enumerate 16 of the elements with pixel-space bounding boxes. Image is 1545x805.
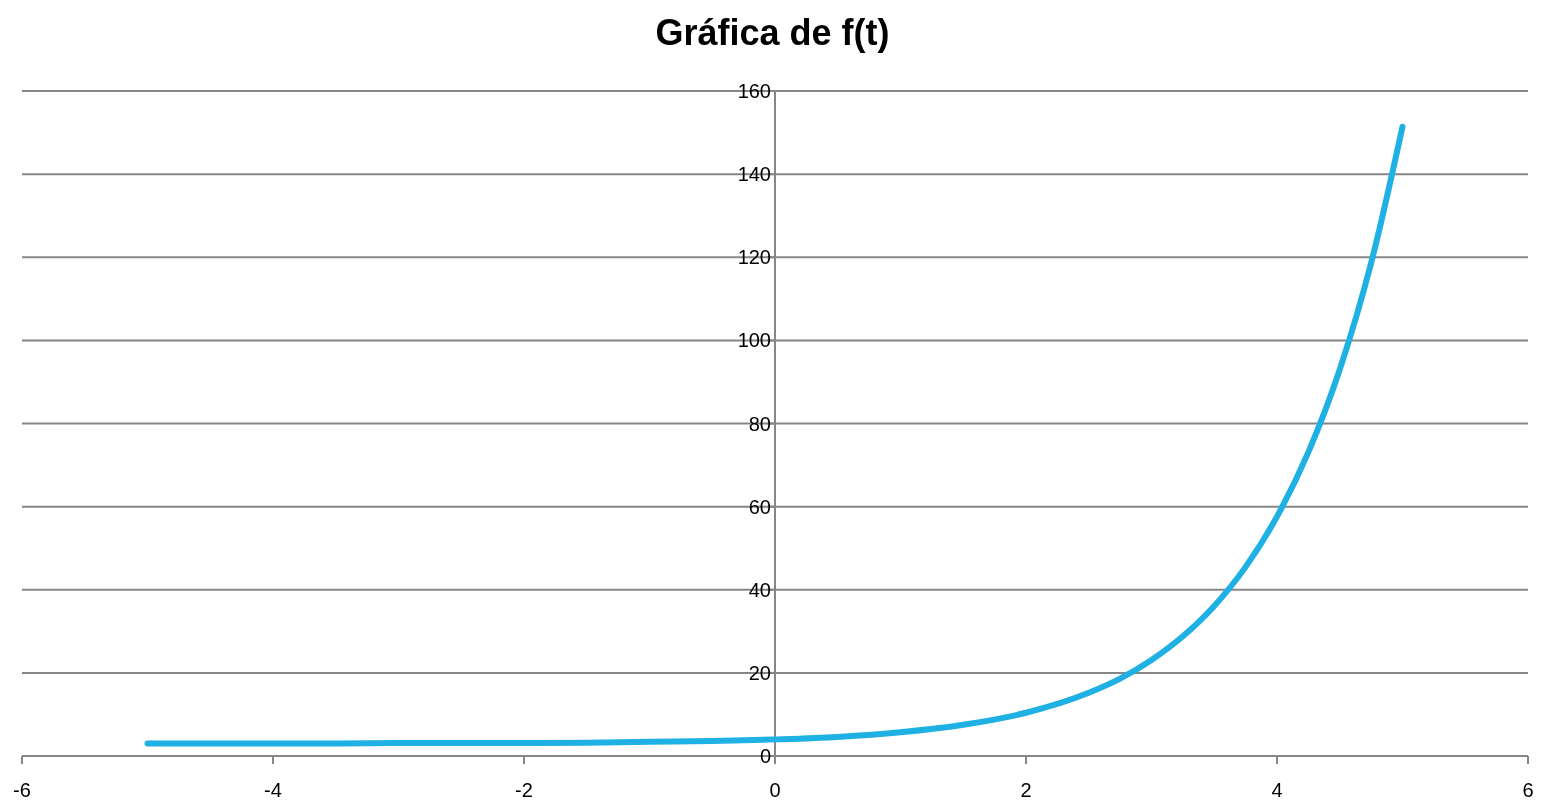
y-tick-label: 160 bbox=[737, 80, 771, 102]
y-tick-label: 0 bbox=[759, 745, 771, 767]
y-tick-label: 80 bbox=[748, 412, 771, 435]
y-tick-label: 40 bbox=[748, 578, 771, 601]
y-tick-label: 100 bbox=[737, 329, 771, 352]
x-tick-label: 2 bbox=[1020, 779, 1032, 801]
y-tick-label: 20 bbox=[748, 661, 771, 684]
y-tick-label: 60 bbox=[748, 495, 771, 518]
x-tick-label: -4 bbox=[264, 779, 282, 801]
chart-title: Gráfica de f(t) bbox=[655, 12, 890, 53]
x-tick-label: -2 bbox=[515, 779, 533, 801]
x-tick-label: 4 bbox=[1271, 779, 1283, 801]
y-tick-label: 120 bbox=[737, 246, 771, 269]
x-tick-label: 6 bbox=[1522, 779, 1534, 801]
x-tick-label: -6 bbox=[13, 779, 31, 801]
y-tick-label: 140 bbox=[737, 163, 771, 186]
